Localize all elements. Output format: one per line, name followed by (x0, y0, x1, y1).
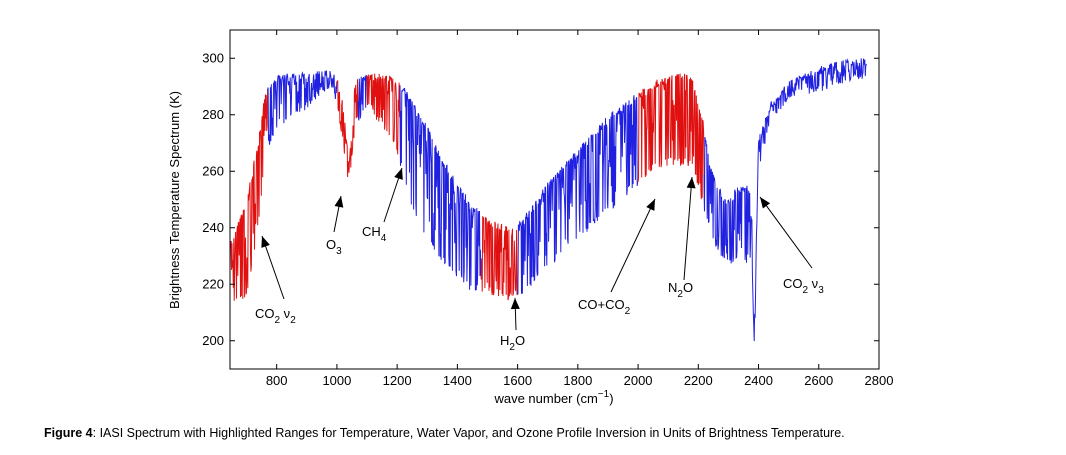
figure-caption-text: : IASI Spectrum with Highlighted Ranges … (92, 426, 845, 440)
annotation-labels: CO2 ν2 O3 CH4 H2O CO+CO2 N2O CO2 ν3 (255, 224, 824, 353)
x-tick-label: 1800 (563, 373, 592, 388)
figure-label: Figure 4 (44, 426, 93, 440)
y-tick-label: 220 (202, 276, 224, 291)
arrow-head (261, 236, 270, 248)
annotation-arrow (683, 176, 693, 281)
annotation-label: N2O (668, 280, 693, 300)
arrow-head (760, 197, 771, 209)
plot-frame (229, 29, 880, 370)
plot-traces (230, 58, 867, 342)
y-tick-label: 200 (202, 333, 224, 348)
annotation-label: CH4 (362, 224, 387, 244)
x-axis-label-sup: −1 (598, 389, 610, 400)
spectrum-trace (357, 74, 368, 121)
x-axis-label-main: wave number (cm (493, 391, 597, 406)
spectrum-trace (399, 85, 483, 291)
annotation-label: O3 (326, 237, 342, 257)
spectrum-trace-highlighted (366, 73, 401, 166)
x-tick-label: 1600 (503, 373, 532, 388)
x-tick-label: 800 (266, 373, 288, 388)
spectrum-trace (517, 95, 639, 295)
spectrum-trace-highlighted (230, 87, 269, 301)
spectrum-trace-highlighted (637, 73, 705, 212)
annotation-label: H2O (500, 333, 525, 353)
annotation-arrows (261, 167, 813, 331)
x-tick-label: 1000 (322, 373, 351, 388)
x-tick-label: 1200 (383, 373, 412, 388)
annotation-label: CO2 ν3 (783, 276, 824, 296)
x-tick-label: 2000 (624, 373, 653, 388)
spectrum-trace (703, 58, 867, 342)
figure-caption: Figure 4: IASI Spectrum with Highlighted… (44, 426, 845, 440)
annotation-arrow (261, 235, 285, 300)
spectrum-trace-highlighted (480, 216, 519, 301)
arrow-head (394, 168, 403, 180)
annotation-label: CO+CO2 (578, 297, 631, 317)
spectrum-trace (267, 70, 338, 145)
x-axis-label: wave number (cm−1) (493, 389, 613, 406)
y-axis-label: Brightness Temperature Spectrum (K) (167, 91, 182, 309)
y-tick-label: 280 (202, 107, 224, 122)
annotation-arrow (759, 196, 813, 269)
arrow-head (510, 298, 520, 310)
x-tick-label: 1400 (443, 373, 472, 388)
annotation-arrow (610, 198, 656, 293)
axis-ticks: 800 1000 1200 1400 1600 1800 2000 2200 2400 2600 2… (202, 30, 893, 388)
y-tick-label: 240 (202, 220, 224, 235)
arrow-head (334, 196, 344, 208)
x-tick-label: 2800 (865, 373, 894, 388)
y-tick-label: 300 (202, 50, 224, 65)
annotation-label: CO2 ν2 (255, 306, 296, 326)
x-tick-label: 2600 (804, 373, 833, 388)
arrow-head (646, 199, 655, 211)
x-tick-label: 2200 (684, 373, 713, 388)
y-tick-label: 260 (202, 163, 224, 178)
x-axis-label-end: ) (609, 391, 613, 406)
arrow-head (686, 177, 696, 189)
x-tick-label: 2400 (744, 373, 773, 388)
spectrum-trace-highlighted (336, 79, 359, 178)
spectrum-chart: 800 1000 1200 1400 1600 1800 2000 2200 2400 2600 2… (167, 29, 893, 406)
